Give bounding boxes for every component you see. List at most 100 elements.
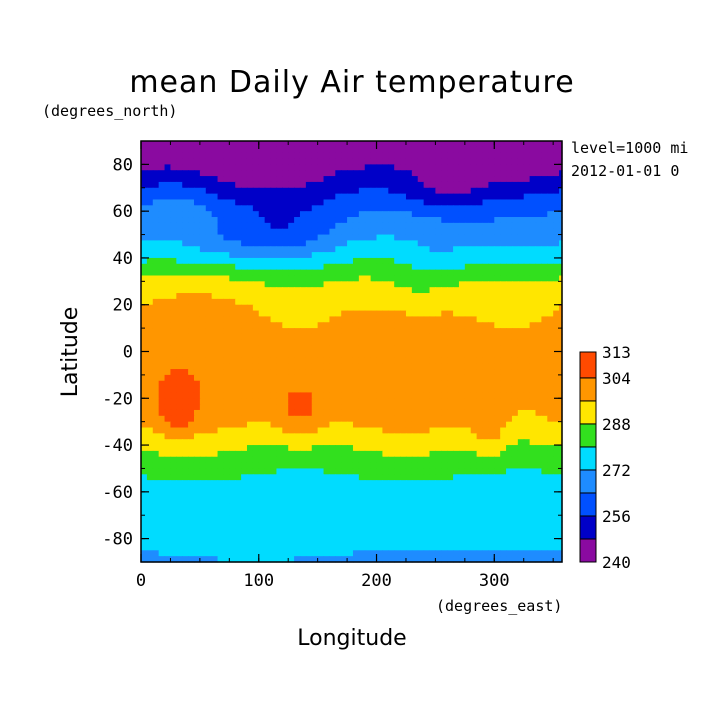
field-cell: [559, 228, 563, 236]
field-cell: [205, 374, 213, 382]
field-cell: [388, 380, 395, 388]
field-cell: [494, 193, 501, 201]
field-cell: [405, 439, 413, 446]
field-cell: [288, 234, 295, 242]
field-cell: [229, 421, 236, 429]
field-cell: [441, 176, 448, 183]
field-cell: [205, 468, 213, 475]
field-cell: [264, 310, 272, 318]
field-cell: [188, 176, 195, 183]
field-cell: [193, 415, 201, 423]
field-cell: [341, 515, 348, 522]
field-cell: [429, 474, 437, 481]
field-cell: [182, 345, 189, 353]
field-cell: [341, 480, 348, 487]
field-cell: [152, 409, 160, 417]
field-cell: [464, 462, 472, 470]
field-cell: [470, 333, 478, 341]
field-cell: [441, 193, 448, 201]
field-cell: [405, 485, 413, 493]
field-cell: [193, 234, 201, 242]
field-cell: [541, 281, 548, 288]
field-cell: [358, 193, 366, 201]
field-cell: [535, 287, 542, 294]
field-cell: [441, 322, 448, 329]
field-cell: [241, 310, 248, 318]
field-cell: [152, 404, 160, 411]
field-cell: [476, 164, 484, 171]
field-cell: [329, 415, 336, 423]
field-cell: [382, 316, 389, 323]
field-cell: [453, 491, 460, 499]
field-cell: [199, 316, 207, 323]
field-cell: [435, 298, 442, 306]
field-cell: [282, 205, 289, 212]
field-cell: [405, 509, 413, 516]
field-cell: [176, 275, 183, 282]
field-cell: [264, 369, 272, 376]
field-cell: [470, 409, 478, 417]
field-cell: [517, 357, 525, 364]
field-cell: [182, 205, 189, 212]
field-cell: [276, 304, 283, 312]
field-cell: [517, 450, 525, 458]
field-cell: [388, 462, 395, 470]
field-cell: [370, 445, 378, 452]
field-cell: [299, 146, 307, 154]
field-cell: [376, 146, 384, 154]
field-cell: [282, 439, 289, 446]
field-cell: [370, 164, 378, 171]
field-cell: [429, 199, 437, 206]
field-cell: [199, 275, 207, 282]
field-cell: [547, 380, 554, 388]
field-cell: [246, 252, 254, 259]
field-cell: [311, 310, 319, 318]
field-cell: [164, 146, 172, 154]
field-cell: [494, 474, 501, 481]
field-cell: [188, 398, 195, 405]
field-cell: [447, 380, 454, 388]
field-cell: [182, 532, 189, 540]
field-cell: [511, 228, 519, 236]
field-cell: [323, 176, 331, 183]
field-cell: [329, 217, 336, 224]
field-cell: [417, 234, 425, 242]
field-cell: [158, 316, 166, 323]
field-cell: [464, 293, 472, 300]
field-cell: [311, 503, 319, 510]
field-cell: [453, 380, 460, 388]
field-cell: [141, 287, 148, 294]
field-cell: [311, 199, 319, 206]
field-cell: [246, 363, 254, 370]
field-cell: [252, 503, 260, 510]
field-cell: [553, 298, 560, 306]
field-cell: [458, 386, 466, 394]
field-cell: [205, 158, 213, 165]
field-cell: [158, 357, 166, 364]
field-cell: [288, 404, 295, 411]
field-cell: [370, 181, 378, 189]
field-cell: [453, 386, 460, 394]
field-cell: [364, 433, 372, 440]
field-cell: [494, 234, 501, 242]
field-cell: [494, 532, 501, 540]
field-cell: [152, 433, 160, 440]
field-cell: [217, 503, 225, 510]
field-cell: [323, 316, 331, 323]
field-cell: [352, 333, 360, 341]
field-cell: [276, 485, 283, 493]
field-cell: [411, 164, 419, 171]
field-cell: [235, 462, 242, 470]
field-cell: [205, 164, 213, 171]
field-cell: [276, 503, 283, 510]
field-cell: [258, 491, 266, 499]
field-cell: [494, 509, 501, 516]
field-cell: [335, 222, 342, 230]
field-cell: [470, 369, 478, 376]
field-cell: [511, 176, 519, 183]
field-cell: [276, 287, 283, 294]
field-cell: [217, 328, 225, 335]
field-cell: [229, 474, 236, 481]
field-cell: [270, 246, 278, 253]
field-cell: [188, 275, 195, 282]
